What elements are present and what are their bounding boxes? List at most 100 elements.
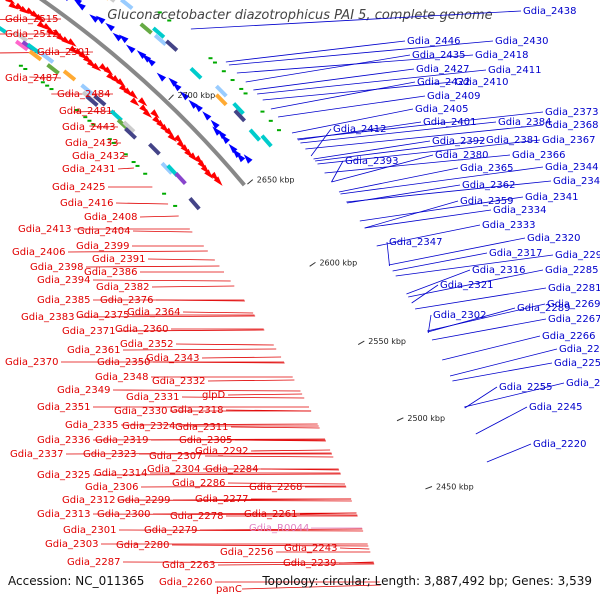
right-gene-label: Gdia_2252: [559, 344, 600, 355]
right-leader-line: [359, 196, 524, 222]
left-leader-line: [117, 167, 134, 170]
left-gene-label: Gdia_2375: [76, 310, 129, 321]
tick-mark: [396, 417, 404, 422]
track-mark: [212, 61, 217, 64]
right-leader-line: [338, 167, 459, 193]
feature-block: [148, 142, 161, 156]
right-gene-label: Gdia_2333: [482, 220, 535, 231]
feature-block: [153, 33, 168, 47]
left-leader-line: [92, 473, 341, 476]
left-gene-label: Gdia_2300: [97, 509, 150, 520]
left-gene-label: Gdia_2382: [96, 282, 149, 293]
reverse-gene-arrow: [243, 154, 253, 164]
left-gene-label: Gdia_2383: [21, 312, 74, 323]
feature-block: [232, 102, 245, 116]
left-gene-label: Gdia_2343: [146, 353, 199, 364]
left-gene-label: Gdia_2239: [283, 558, 336, 569]
right-gene-label: Gdia_2240: [566, 378, 600, 389]
right-leader-line: [386, 241, 390, 267]
left-gene-label: Gdia_2280: [116, 540, 169, 551]
left-leader-line: [115, 202, 169, 205]
right-leader-line: [376, 224, 481, 247]
feature-block: [139, 22, 153, 35]
left-gene-label: Gdia_2243: [284, 543, 337, 554]
right-gene-label: Gdia_2267: [548, 314, 600, 325]
left-leader-line: [89, 125, 119, 128]
left-gene-label: Gdia_2323: [83, 449, 136, 460]
right-gene-label: Gdia_2430: [495, 36, 548, 47]
right-gene-label: Gdia_2289: [517, 303, 570, 314]
left-gene-label: Gdia_2394: [37, 275, 90, 286]
right-leader-line: [464, 386, 498, 409]
left-leader-line: [171, 544, 369, 547]
track-mark: [123, 153, 128, 156]
right-leader-line: [431, 318, 547, 341]
left-leader-line: [250, 449, 331, 452]
track-mark: [268, 119, 273, 122]
left-gene-label: Gdia_2330: [114, 406, 167, 417]
left-gene-label: Gdia_2431: [62, 164, 115, 175]
map-title: Gluconacetobacter diazotrophicus PAI 5, …: [107, 8, 493, 23]
left-leader-line: [339, 547, 370, 550]
right-gene-label: Gdia_2220: [533, 439, 586, 450]
feature-block: [124, 127, 137, 140]
left-leader-line: [234, 439, 326, 442]
reverse-gene-arrow: [146, 57, 156, 67]
tick-label: 2600 kbp: [319, 258, 357, 267]
right-gene-label: Gdia_2427: [416, 64, 469, 75]
left-gene-label: Gdia_2292: [195, 446, 248, 457]
topology-text: Topology: circular; Length: 3,887,492 bp…: [262, 574, 592, 588]
forward-gene-arrow: [150, 109, 160, 119]
right-leader-line: [324, 154, 511, 174]
forward-gene-arrow: [128, 90, 138, 100]
left-leader-line: [92, 513, 358, 516]
left-gene-label: Gdia_2484: [57, 89, 110, 100]
left-gene-label: Gdia_2406: [12, 247, 65, 258]
reverse-gene-arrow: [89, 14, 99, 23]
left-gene-label: Gdia_2332: [152, 376, 205, 387]
genome-backbone: [38, 0, 246, 187]
track-mark: [167, 19, 172, 22]
reverse-gene-arrow: [220, 134, 230, 144]
right-leader-line: [340, 166, 544, 195]
reverse-gene-arrow: [188, 99, 198, 109]
forward-gene-arrow: [129, 97, 140, 107]
left-leader-line: [132, 230, 193, 233]
forward-gene-arrow: [142, 108, 152, 119]
right-gene-label: Gdia_2373: [545, 107, 598, 118]
left-gene-label: Gdia_2386: [84, 267, 137, 278]
right-leader-line: [331, 160, 344, 183]
feature-block: [0, 22, 7, 34]
left-leader-line: [120, 423, 318, 426]
left-leader-line: [207, 379, 295, 382]
left-gene-label: Gdia_2304: [147, 464, 200, 475]
reverse-gene-arrow: [126, 44, 136, 54]
right-leader-line: [415, 287, 547, 310]
right-gene-label: Gdia_2359: [460, 196, 513, 207]
right-leader-line: [406, 269, 471, 295]
left-gene-label: Gdia_R0044: [249, 523, 309, 534]
reverse-gene-arrow: [60, 0, 71, 2]
right-leader-line: [427, 314, 432, 334]
right-leader-line: [452, 362, 553, 382]
track-mark: [143, 172, 148, 175]
left-gene-label: Gdia_2318: [170, 405, 223, 416]
left-gene-label: Gdia_2337: [10, 449, 63, 460]
left-leader-line: [241, 584, 381, 590]
accession-text: Accession: NC_011365: [8, 574, 145, 588]
track-mark: [276, 129, 281, 132]
feature-block: [26, 42, 41, 55]
left-gene-label: Gdia_2312: [62, 495, 115, 506]
tick-label: 2550 kbp: [368, 337, 406, 346]
right-gene-label: Gdia_2409: [427, 91, 480, 102]
tick-label: 2700 kbp: [178, 91, 216, 100]
left-leader-line: [76, 315, 256, 318]
right-leader-line: [313, 140, 431, 160]
right-gene-label: Gdia_2446: [407, 36, 460, 47]
right-gene-label: Gdia_2362: [462, 180, 515, 191]
left-gene-label: Gdia_2286: [172, 478, 225, 489]
right-leader-line: [270, 81, 416, 110]
left-gene-label: Gdia_2432: [72, 151, 125, 162]
